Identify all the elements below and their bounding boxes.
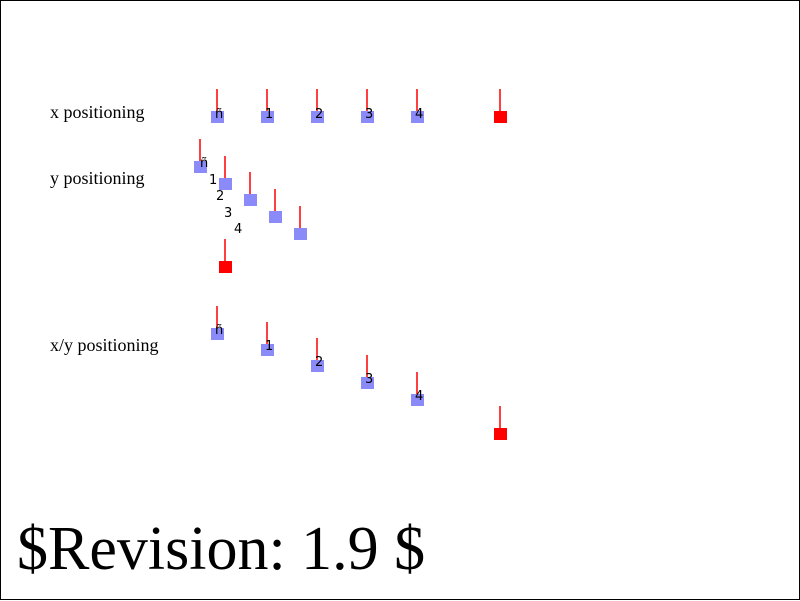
x-row-marker-4-square [411,111,424,123]
x-row-marker-3-square [361,111,374,123]
xy-row-marker-3-square [361,377,374,389]
y-row-marker-0-square [194,161,207,173]
xy-row-marker-1-square [261,344,274,356]
y-row-glyph-2: 2 [216,189,224,204]
x-row-glyph-0: ñ [215,107,223,122]
xy-row-reference-box-square [494,428,507,440]
xy-row-glyph-3: 3 [365,372,373,387]
x-row-reference-box-square [494,111,507,123]
revision-label: $Revision: 1.9 $ [17,515,425,583]
y-row-glyph-4: 4 [234,222,242,237]
row-label-y-positioning: y positioning [50,168,145,188]
xy-row-glyph-4: 4 [415,389,423,404]
xy-row-glyph-2: 2 [315,355,323,370]
y-row-marker-3-square [269,211,282,223]
xy-row-marker-2-square [311,360,324,372]
y-row-glyph-1: 1 [209,173,217,188]
y-row-glyph-0: ñ [200,156,208,171]
x-row-glyph-2: 2 [315,107,323,122]
x-row-glyph-1: 1 [265,107,273,122]
xy-row-marker-4-square [411,394,424,406]
x-row-marker-0-square [211,111,224,123]
y-row-marker-4-square [294,228,307,240]
y-row-glyph-3: 3 [224,206,232,221]
row-label-xy-positioning: x/y positioning [50,335,159,355]
y-row-marker-1-square [219,178,232,190]
xy-row-glyph-1: 1 [265,339,273,354]
xy-row-marker-0-square [211,328,224,340]
x-row-marker-2-square [311,111,324,123]
x-row-marker-1-square [261,111,274,123]
x-row-glyph-3: 3 [365,107,373,122]
x-row-glyph-4: 4 [415,107,423,122]
row-label-x-positioning: x positioning [50,102,145,122]
y-row-marker-2-square [244,194,257,206]
xy-row-glyph-0: ñ [215,323,223,338]
y-row-reference-box-square [219,261,232,273]
